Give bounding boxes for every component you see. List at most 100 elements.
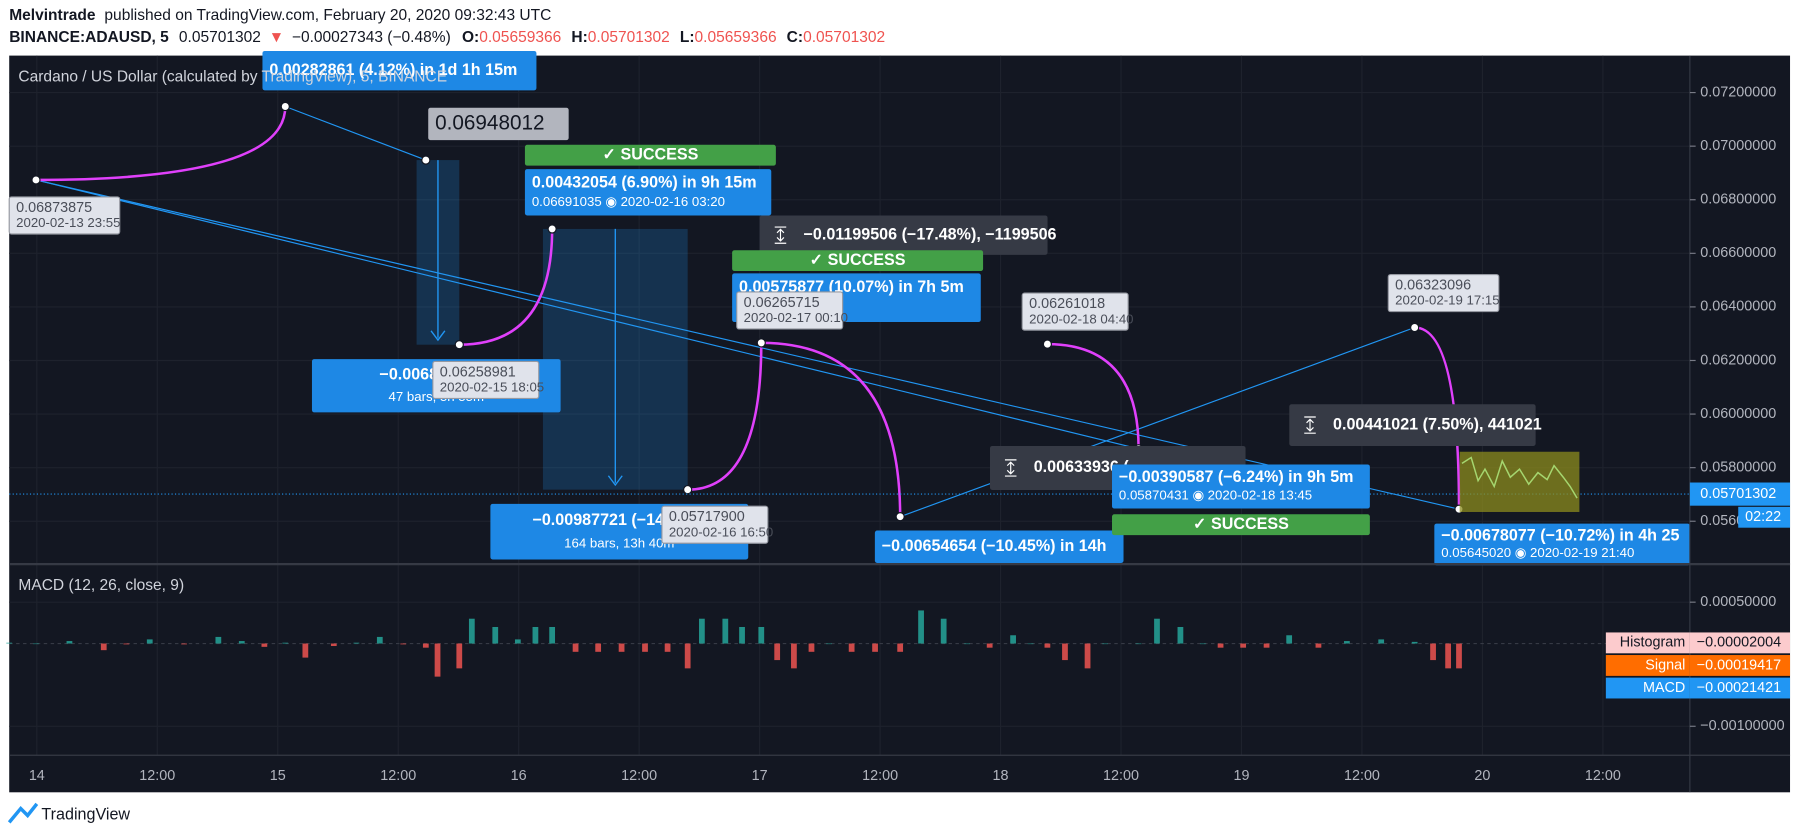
legend-name: Signal	[1645, 657, 1685, 673]
annotation-box	[8, 196, 121, 235]
histogram-bar	[1344, 641, 1350, 644]
ohlc-label: C:	[787, 29, 803, 46]
annotation: 0.00441021 (7.50%), 441021	[1289, 404, 1542, 446]
brand: TradingView	[41, 806, 130, 824]
x-tick-label: 12:00	[380, 768, 416, 784]
ohlc-label: L:	[680, 29, 695, 46]
annotation-box	[428, 107, 569, 141]
x-tick-label: 20	[1474, 768, 1490, 784]
annotation-text: ✓ SUCCESS	[1193, 515, 1289, 533]
histogram-bar	[33, 643, 39, 645]
annotation-text: 2020-02-13 23:55	[16, 215, 120, 230]
x-tick-label: 18	[993, 768, 1009, 784]
annotation-text: 0.06323096	[1395, 277, 1471, 293]
histogram-bar	[66, 641, 73, 644]
pivot-point	[31, 175, 41, 185]
annotation-box	[1289, 404, 1536, 446]
y-tick-label: 0.06400000	[1700, 299, 1776, 315]
pivot-point	[280, 101, 290, 112]
trend-line	[899, 326, 1415, 518]
histogram-bar	[595, 643, 602, 652]
histogram-bar	[1027, 643, 1034, 645]
ohlc-value: 0.05659366	[479, 29, 561, 46]
logo-mark	[7, 802, 39, 824]
data-layer	[6, 101, 1690, 677]
histogram-bar	[456, 643, 463, 669]
histogram-bar	[353, 642, 360, 644]
histogram-bar	[808, 643, 815, 652]
histogram-bar	[282, 642, 289, 644]
histogram-bar	[642, 643, 648, 652]
histogram-bar	[549, 626, 556, 644]
annotation: −0.00654654 (−10.45%) in 14h	[874, 530, 1124, 563]
y-tick-label: 0.06600000	[1700, 245, 1776, 261]
x-tick-label: 17	[752, 768, 768, 784]
annotation-text: 0.05645020 ◉ 2020-02-19 21:40	[1441, 545, 1634, 560]
histogram-bar	[774, 643, 781, 661]
annotation-box	[874, 530, 1124, 563]
annotation-text: −0.01199506 (−17.48%), −1199506	[804, 225, 1057, 243]
histogram-bar	[514, 639, 521, 644]
histogram-bar	[1286, 635, 1293, 644]
change-arrow: ▼	[269, 29, 284, 46]
annotation: ✓ SUCCESS	[732, 250, 984, 272]
annotation-text: −0.00654654 (−10.45%) in 14h	[882, 537, 1107, 555]
histogram-bar	[1263, 643, 1270, 648]
histogram-bar	[1411, 641, 1418, 644]
annotation-text: 2020-02-17 00:10	[744, 310, 848, 325]
histogram-bar	[897, 643, 904, 652]
annotation-text: 164 bars, 13h 40m	[564, 535, 674, 550]
countdown: 02:22	[1745, 509, 1781, 525]
annotation-text: 0.06948012	[435, 111, 544, 134]
measure-icon	[774, 226, 787, 244]
histogram-bar	[1378, 639, 1385, 644]
pattern-arc	[761, 341, 902, 517]
histogram-bar	[532, 626, 539, 644]
y-tick-label: 0.05800000	[1700, 459, 1776, 475]
y-tick-label: 0.07000000	[1700, 138, 1776, 154]
histogram-bar	[422, 643, 429, 648]
ohlc-label: O:	[462, 29, 479, 46]
x-tick-label: 12:00	[1103, 768, 1139, 784]
annotation-text: 0.06873875	[16, 200, 92, 216]
annotation-text: 0.00432054 (6.90%) in 9h 15m	[532, 173, 757, 191]
histogram-bar	[6, 642, 13, 644]
y-tick-label: 0.00050000	[1700, 594, 1776, 610]
legend-value-box	[1689, 655, 1791, 676]
histogram-bar	[918, 610, 924, 644]
pivot-point	[1042, 339, 1053, 349]
pattern-arc	[687, 342, 763, 491]
annotation-box	[524, 144, 776, 166]
histogram-bar	[1445, 643, 1451, 669]
annotation: ✓ SUCCESS	[524, 144, 776, 166]
histogram-bar	[739, 626, 745, 644]
histogram-bar	[146, 639, 153, 644]
y-tick-label: 0.06000000	[1700, 406, 1776, 422]
legend-value: −0.00021421	[1697, 680, 1781, 696]
histogram-bar	[1240, 643, 1247, 648]
annotation-text: 0.05717900	[669, 509, 745, 525]
pivot-point	[421, 155, 431, 165]
pivot-point	[756, 338, 766, 348]
histogram-bar	[400, 643, 407, 645]
annotation-box	[262, 50, 537, 91]
histogram-bar	[1062, 643, 1068, 661]
annotation-text: 2020-02-19 17:15	[1395, 293, 1499, 308]
author: Melvintrade	[9, 7, 96, 24]
annotation: 0.00282861 (4.12%) in 1d 1h 15m	[262, 50, 537, 91]
legend-name-box	[1605, 632, 1690, 654]
legend-value-box	[1689, 677, 1791, 699]
header-line-2: BINANCE:ADAUSD, 5 0.05701302 ▼ −0.000273…	[9, 29, 885, 46]
legend-name: MACD	[1643, 680, 1685, 696]
histogram-bar	[1217, 643, 1224, 648]
histogram-bar	[722, 618, 729, 644]
histogram-bar	[468, 618, 475, 644]
histogram-bar	[964, 643, 970, 645]
annotation-text: ✓ SUCCESS	[810, 251, 906, 269]
histogram-bar	[1084, 643, 1091, 669]
